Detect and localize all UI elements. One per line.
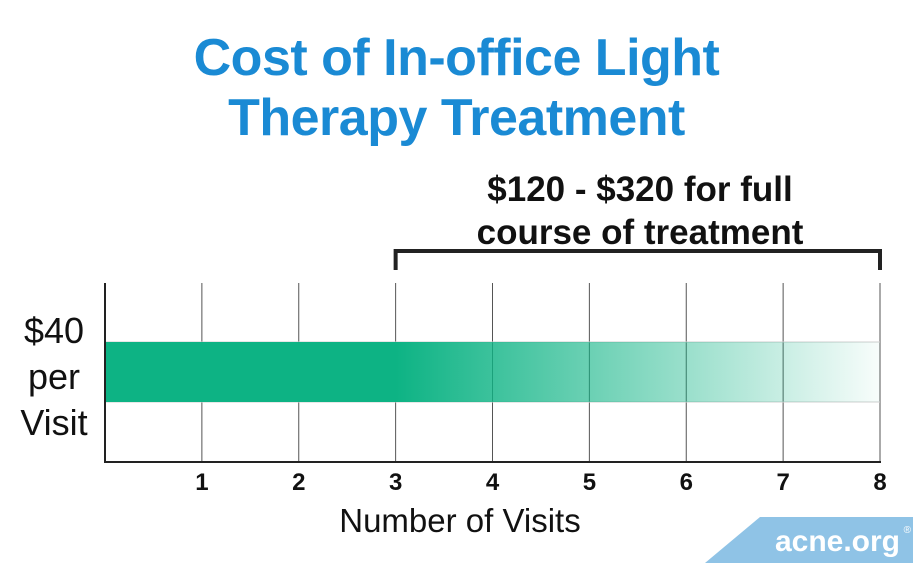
- x-tick-label-5: 5: [583, 469, 596, 496]
- cost-bar: [105, 342, 880, 402]
- range-annotation-line-1: $120 - $320 for full: [487, 170, 793, 209]
- range-bracket: [393, 249, 882, 270]
- range-annotation: $120 - $320 for full course of treatment: [400, 168, 880, 254]
- x-axis-label: Number of Visits: [339, 502, 581, 539]
- range-annotation-line-2: course of treatment: [476, 213, 804, 252]
- axes: [104, 283, 881, 463]
- x-tick-label-1: 1: [195, 469, 208, 496]
- x-tick-label-8: 8: [873, 469, 886, 496]
- y-axis-label-line-3: Visit: [20, 402, 88, 443]
- x-tick-label-4: 4: [486, 469, 500, 496]
- x-tick-labels: 1 2 3 4 5 6 7 8: [195, 469, 886, 496]
- y-axis-label-line-1: $40: [23, 310, 85, 351]
- y-axis-label: $40 per Visit: [12, 308, 96, 446]
- x-tick-label-3: 3: [389, 469, 402, 496]
- logo-badge: [705, 517, 913, 563]
- x-tick-label-6: 6: [680, 469, 693, 496]
- chart-title: Cost of In-office Light Therapy Treatmen…: [0, 28, 913, 148]
- x-tick-label-7: 7: [776, 469, 789, 496]
- logo-text: acne.org: [775, 525, 900, 558]
- x-tick-label-2: 2: [292, 469, 305, 496]
- chart-title-line-1: Cost of In-office Light: [193, 29, 720, 87]
- chart-title-line-2: Therapy Treatment: [228, 89, 685, 147]
- y-axis-label-line-2: per: [27, 356, 81, 397]
- acne-org-logo: acne.org ®: [705, 517, 913, 563]
- logo-registered-mark: ®: [904, 525, 912, 536]
